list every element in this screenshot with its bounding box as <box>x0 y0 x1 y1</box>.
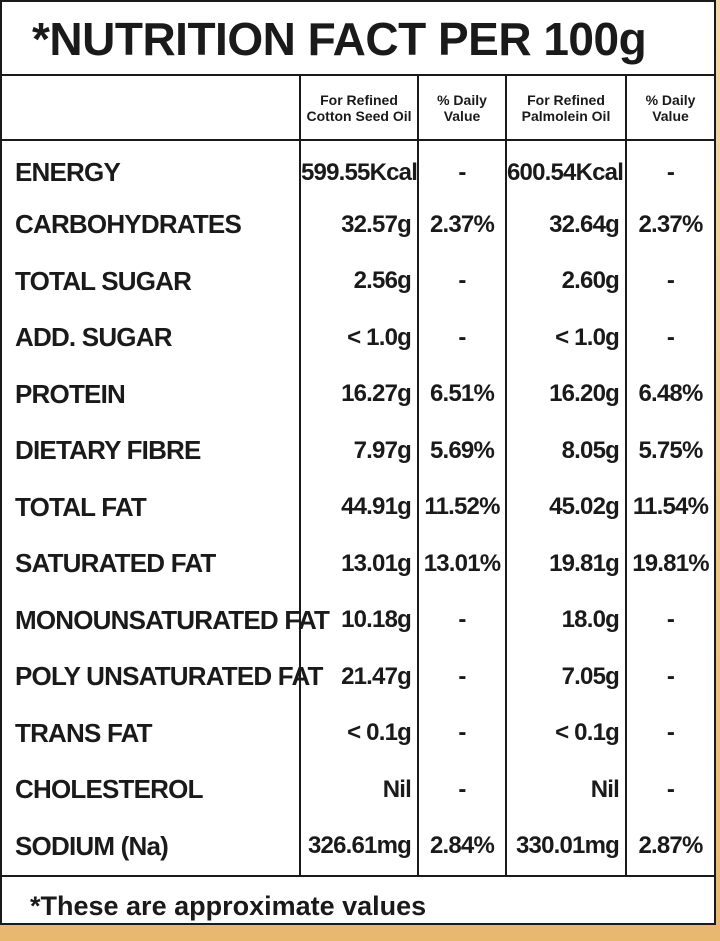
header-nutrient-blank <box>2 76 300 141</box>
palm-amount: 45.02g <box>505 479 626 536</box>
palm-amount: 16.20g <box>505 366 626 423</box>
palm-daily-value: - <box>625 761 714 818</box>
table-row: MONOUNSATURATED FAT 10.18g - 18.0g - <box>2 592 714 649</box>
table-row: CARBOHYDRATES 32.57g 2.37% 32.64g 2.37% <box>2 196 714 253</box>
cotton-amount: 599.55Kcal <box>299 140 418 197</box>
nutrient-name: ADD. SUGAR <box>15 322 172 353</box>
palm-daily-value: 5.75% <box>625 422 714 479</box>
table-row: DIETARY FIBRE 7.97g 5.69% 8.05g 5.75% <box>2 422 714 479</box>
cotton-daily-value: - <box>417 648 506 705</box>
header-palm-line2: Palmolein Oil <box>521 107 611 124</box>
nutrient-name: POLY UNSATURATED FAT <box>15 661 323 692</box>
nutrient-name: SODIUM (Na) <box>15 830 169 861</box>
palm-daily-value: 11.54% <box>625 479 714 536</box>
nutrient-name: TOTAL FAT <box>15 491 147 522</box>
cotton-daily-value: - <box>417 309 506 366</box>
cotton-amount: < 1.0g <box>299 309 418 366</box>
palm-daily-value: 2.87% <box>625 818 714 875</box>
palm-amount: Nil <box>505 761 626 818</box>
cotton-daily-value: 6.51% <box>417 366 506 423</box>
cotton-amount: 2.56g <box>299 253 418 310</box>
nutrient-name: TOTAL SUGAR <box>15 265 192 296</box>
header-palm-line1: For Refined <box>527 91 605 108</box>
cotton-amount: 7.97g <box>299 422 418 479</box>
palm-amount: 8.05g <box>505 422 626 479</box>
cotton-amount: 44.91g <box>299 479 418 536</box>
cotton-daily-value: 5.69% <box>417 422 506 479</box>
cotton-daily-value: - <box>417 140 506 197</box>
palm-amount: < 0.1g <box>505 705 626 762</box>
table-row: TOTAL FAT 44.91g 11.52% 45.02g 11.54% <box>2 479 714 536</box>
table-row: POLY UNSATURATED FAT 21.47g - 7.05g - <box>2 648 714 705</box>
palm-amount: 32.64g <box>505 196 626 253</box>
nutrient-name: ENERGY <box>15 157 121 188</box>
table-row: SODIUM (Na) 326.61mg 2.84% 330.01mg 2.87… <box>2 818 714 875</box>
nutrition-label: *NUTRITION FACT PER 100g For Refined Cot… <box>0 0 716 925</box>
cotton-daily-value: 13.01% <box>417 535 506 592</box>
cotton-daily-value: - <box>417 253 506 310</box>
palm-daily-value: - <box>625 140 714 197</box>
cotton-amount: 21.47g <box>299 648 418 705</box>
palm-amount: 600.54Kcal <box>505 140 626 197</box>
table-row: ENERGY 599.55Kcal - 600.54Kcal - <box>2 140 714 197</box>
palm-daily-value: 19.81% <box>625 535 714 592</box>
palm-daily-value: 2.37% <box>625 196 714 253</box>
header-cotton-line2: Cotton Seed Oil <box>306 107 412 124</box>
palm-amount: 7.05g <box>505 648 626 705</box>
header-cotton-line1: For Refined <box>320 91 398 108</box>
cotton-daily-value: - <box>417 761 506 818</box>
header-dv2-line1: % Daily <box>645 91 696 108</box>
cotton-amount: Nil <box>299 761 418 818</box>
palm-daily-value: - <box>625 253 714 310</box>
table-row: PROTEIN 16.27g 6.51% 16.20g 6.48% <box>2 366 714 423</box>
nutrition-table: For Refined Cotton Seed Oil % Daily Valu… <box>2 76 714 875</box>
palm-daily-value: - <box>625 592 714 649</box>
header-daily-value-1: % Daily Value <box>417 76 506 141</box>
footnote: *These are approximate values <box>2 875 714 925</box>
nutrient-name: CARBOHYDRATES <box>15 209 242 240</box>
palm-daily-value: - <box>625 705 714 762</box>
nutrient-name: SATURATED FAT <box>15 548 216 579</box>
header-cotton-seed-oil: For Refined Cotton Seed Oil <box>299 76 418 141</box>
cotton-daily-value: 11.52% <box>417 479 506 536</box>
table-row: CHOLESTEROL Nil - Nil - <box>2 761 714 818</box>
cotton-amount: 16.27g <box>299 366 418 423</box>
header-dv1-line2: Value <box>443 107 481 124</box>
table-row: TRANS FAT < 0.1g - < 0.1g - <box>2 705 714 762</box>
header-dv2-line2: Value <box>652 107 689 124</box>
palm-amount: 330.01mg <box>505 818 626 875</box>
cotton-amount: 13.01g <box>299 535 418 592</box>
label-title: *NUTRITION FACT PER 100g <box>2 2 714 76</box>
nutrient-name: CHOLESTEROL <box>15 774 203 805</box>
palm-daily-value: - <box>625 648 714 705</box>
header-dv1-line1: % Daily <box>437 91 487 108</box>
cotton-daily-value: 2.84% <box>417 818 506 875</box>
cotton-daily-value: - <box>417 592 506 649</box>
cotton-amount: 32.57g <box>299 196 418 253</box>
table-row: TOTAL SUGAR 2.56g - 2.60g - <box>2 253 714 310</box>
palm-amount: 19.81g <box>505 535 626 592</box>
cotton-amount: 10.18g <box>299 592 418 649</box>
palm-daily-value: 6.48% <box>625 366 714 423</box>
table-row: ADD. SUGAR < 1.0g - < 1.0g - <box>2 309 714 366</box>
nutrient-name: TRANS FAT <box>15 717 153 748</box>
header-palmolein-oil: For Refined Palmolein Oil <box>505 76 626 141</box>
cotton-amount: < 0.1g <box>299 705 418 762</box>
table-row: SATURATED FAT 13.01g 13.01% 19.81g 19.81… <box>2 535 714 592</box>
palm-daily-value: - <box>625 309 714 366</box>
header-daily-value-2: % Daily Value <box>625 76 714 141</box>
cotton-amount: 326.61mg <box>299 818 418 875</box>
cotton-daily-value: 2.37% <box>417 196 506 253</box>
palm-amount: 18.0g <box>505 592 626 649</box>
nutrient-name: DIETARY FIBRE <box>15 435 201 466</box>
cotton-daily-value: - <box>417 705 506 762</box>
palm-amount: < 1.0g <box>505 309 626 366</box>
nutrient-name: PROTEIN <box>15 378 126 409</box>
nutrient-name: MONOUNSATURATED FAT <box>15 604 330 635</box>
table-header-row: For Refined Cotton Seed Oil % Daily Valu… <box>2 76 714 141</box>
palm-amount: 2.60g <box>505 253 626 310</box>
